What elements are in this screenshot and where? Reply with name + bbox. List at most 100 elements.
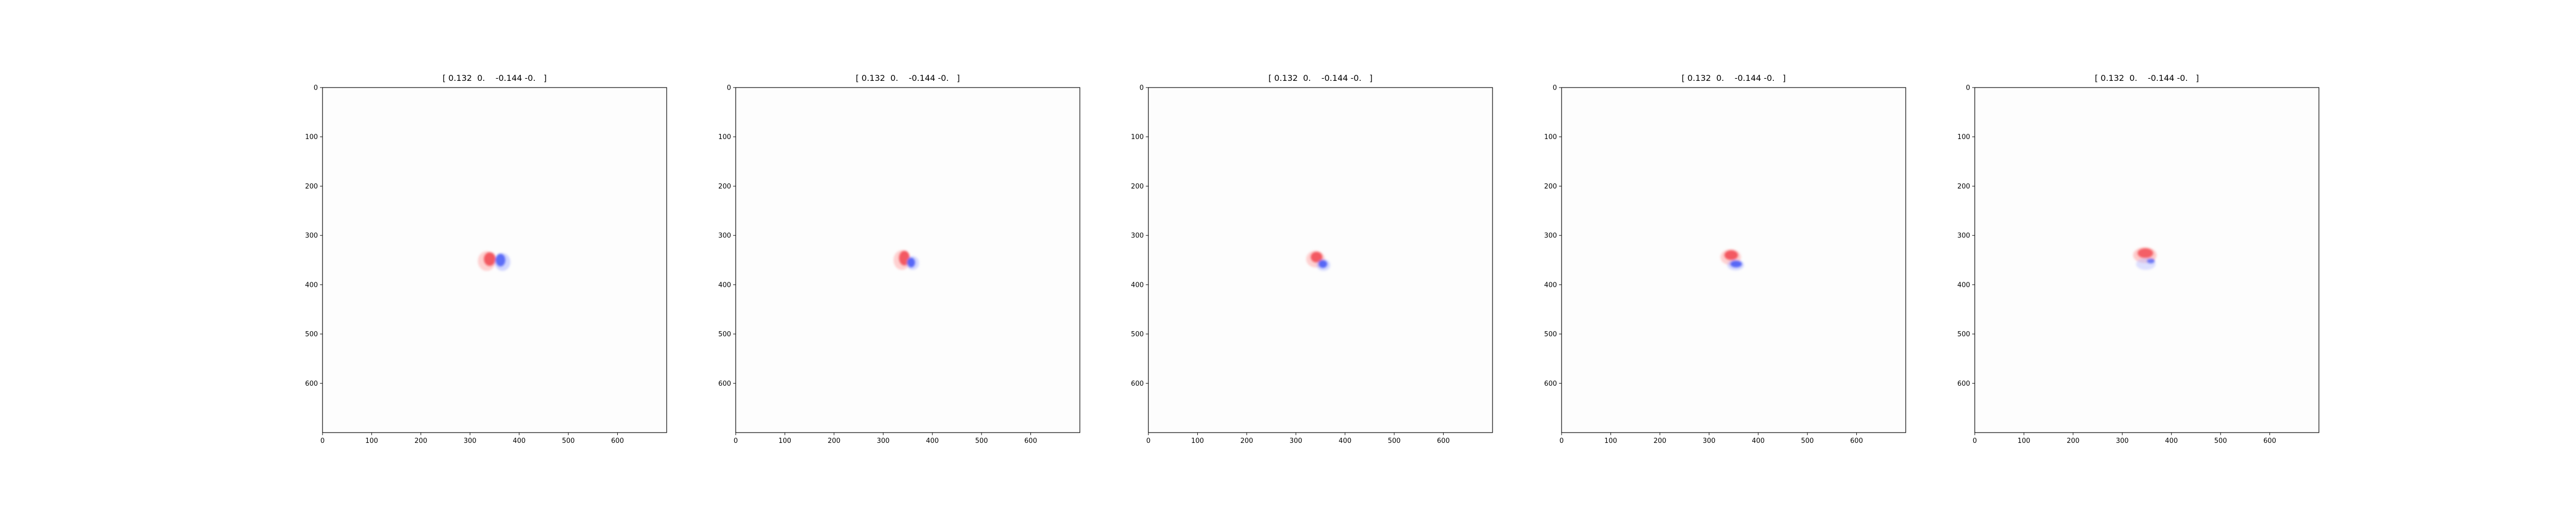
y-tick-label: 0 [314, 84, 318, 92]
axes-frame [322, 87, 667, 433]
x-tick-label: 200 [414, 437, 427, 445]
x-tick-label: 200 [1653, 437, 1666, 445]
subplot-title: [ 0.132 0. -0.144 -0. ] [1681, 73, 1786, 83]
y-tick-label: 400 [1544, 281, 1557, 289]
x-tick-label: 500 [1388, 437, 1401, 445]
heatmap-cells [1306, 250, 1331, 271]
y-tick-label: 600 [305, 380, 318, 388]
x-tick-label: 0 [320, 437, 325, 445]
x-tick-label: 200 [827, 437, 840, 445]
x-tick-label: 500 [562, 437, 575, 445]
x-tick-label: 0 [1973, 437, 1977, 445]
x-tick-label: 400 [513, 437, 526, 445]
y-tick-label: 200 [305, 183, 318, 191]
axes-frame [1148, 87, 1493, 433]
x-tick-label: 300 [2116, 437, 2129, 445]
y-tick-label: 200 [718, 183, 731, 191]
y-tick-label: 300 [1131, 232, 1144, 240]
y-tick-label: 600 [1131, 380, 1144, 388]
subplot-title: [ 0.132 0. -0.144 -0. ] [2094, 73, 2199, 83]
x-tick-label: 100 [1191, 437, 1204, 445]
x-tick-label: 500 [975, 437, 988, 445]
x-tick-label: 200 [1240, 437, 1253, 445]
y-tick-label: 400 [305, 281, 318, 289]
heatmap-cells [1720, 249, 1744, 271]
x-tick-label: 600 [1850, 437, 1863, 445]
y-tick-label: 200 [1131, 183, 1144, 191]
x-tick-label: 300 [877, 437, 890, 445]
y-tick-label: 600 [718, 380, 731, 388]
x-tick-label: 400 [1338, 437, 1351, 445]
x-tick-label: 100 [365, 437, 378, 445]
axes-frame [1561, 87, 1906, 433]
y-tick-label: 500 [1544, 331, 1557, 338]
heatmap-blob-4 [1316, 259, 1331, 271]
x-tick-label: 600 [611, 437, 624, 445]
x-tick-label: 100 [1604, 437, 1617, 445]
x-tick-label: 100 [778, 437, 791, 445]
y-tick-label: 100 [1544, 133, 1557, 141]
y-tick-label: 300 [1957, 232, 1970, 240]
x-tick-label: 200 [2066, 437, 2079, 445]
subplot-title: [ 0.132 0. -0.144 -0. ] [855, 73, 960, 83]
x-tick-label: 400 [1752, 437, 1765, 445]
x-tick-label: 600 [1437, 437, 1450, 445]
y-tick-label: 400 [718, 281, 731, 289]
y-tick-label: 100 [1131, 133, 1144, 141]
y-tick-label: 400 [1957, 281, 1970, 289]
y-tick-label: 300 [718, 232, 731, 240]
heatmap-cells [893, 250, 919, 270]
x-tick-label: 500 [2214, 437, 2227, 445]
x-tick-label: 500 [1801, 437, 1814, 445]
subplot-title: [ 0.132 0. -0.144 -0. ] [1268, 73, 1373, 83]
x-tick-label: 300 [1703, 437, 1716, 445]
y-tick-label: 400 [1131, 281, 1144, 289]
y-tick-label: 500 [305, 331, 318, 338]
heatmap-cells [2133, 247, 2157, 270]
y-tick-label: 600 [1957, 380, 1970, 388]
y-tick-label: 600 [1544, 380, 1557, 388]
y-tick-label: 300 [305, 232, 318, 240]
y-tick-label: 500 [1957, 331, 1970, 338]
heatmap-blob-4 [1727, 260, 1744, 271]
heatmap-blob-4 [2136, 258, 2156, 270]
y-tick-label: 200 [1544, 183, 1557, 191]
y-tick-label: 0 [1966, 84, 1970, 92]
y-tick-label: 0 [1553, 84, 1557, 92]
y-tick-label: 500 [718, 331, 731, 338]
y-tick-label: 100 [1957, 133, 1970, 141]
subplot-title: [ 0.132 0. -0.144 -0. ] [442, 73, 547, 83]
y-tick-label: 500 [1131, 331, 1144, 338]
y-tick-label: 200 [1957, 183, 1970, 191]
heatmap-blob-2 [893, 250, 910, 270]
y-tick-label: 100 [718, 133, 731, 141]
heatmap-blob-2 [478, 251, 496, 271]
heatmap-blob-4 [495, 253, 511, 271]
x-tick-label: 600 [1024, 437, 1037, 445]
x-tick-label: 0 [734, 437, 738, 445]
axes-frame [735, 87, 1080, 433]
heatmap-cells [478, 251, 511, 271]
y-tick-label: 0 [727, 84, 731, 92]
x-tick-label: 400 [2165, 437, 2178, 445]
x-tick-label: 400 [926, 437, 939, 445]
x-tick-label: 100 [2018, 437, 2030, 445]
x-tick-label: 0 [1560, 437, 1564, 445]
y-tick-label: 0 [1140, 84, 1144, 92]
y-tick-label: 100 [305, 133, 318, 141]
axes-frame [1974, 87, 2319, 433]
x-tick-label: 600 [2263, 437, 2276, 445]
y-tick-label: 300 [1544, 232, 1557, 240]
heatmap-blob-4 [906, 256, 919, 270]
x-tick-label: 300 [464, 437, 477, 445]
